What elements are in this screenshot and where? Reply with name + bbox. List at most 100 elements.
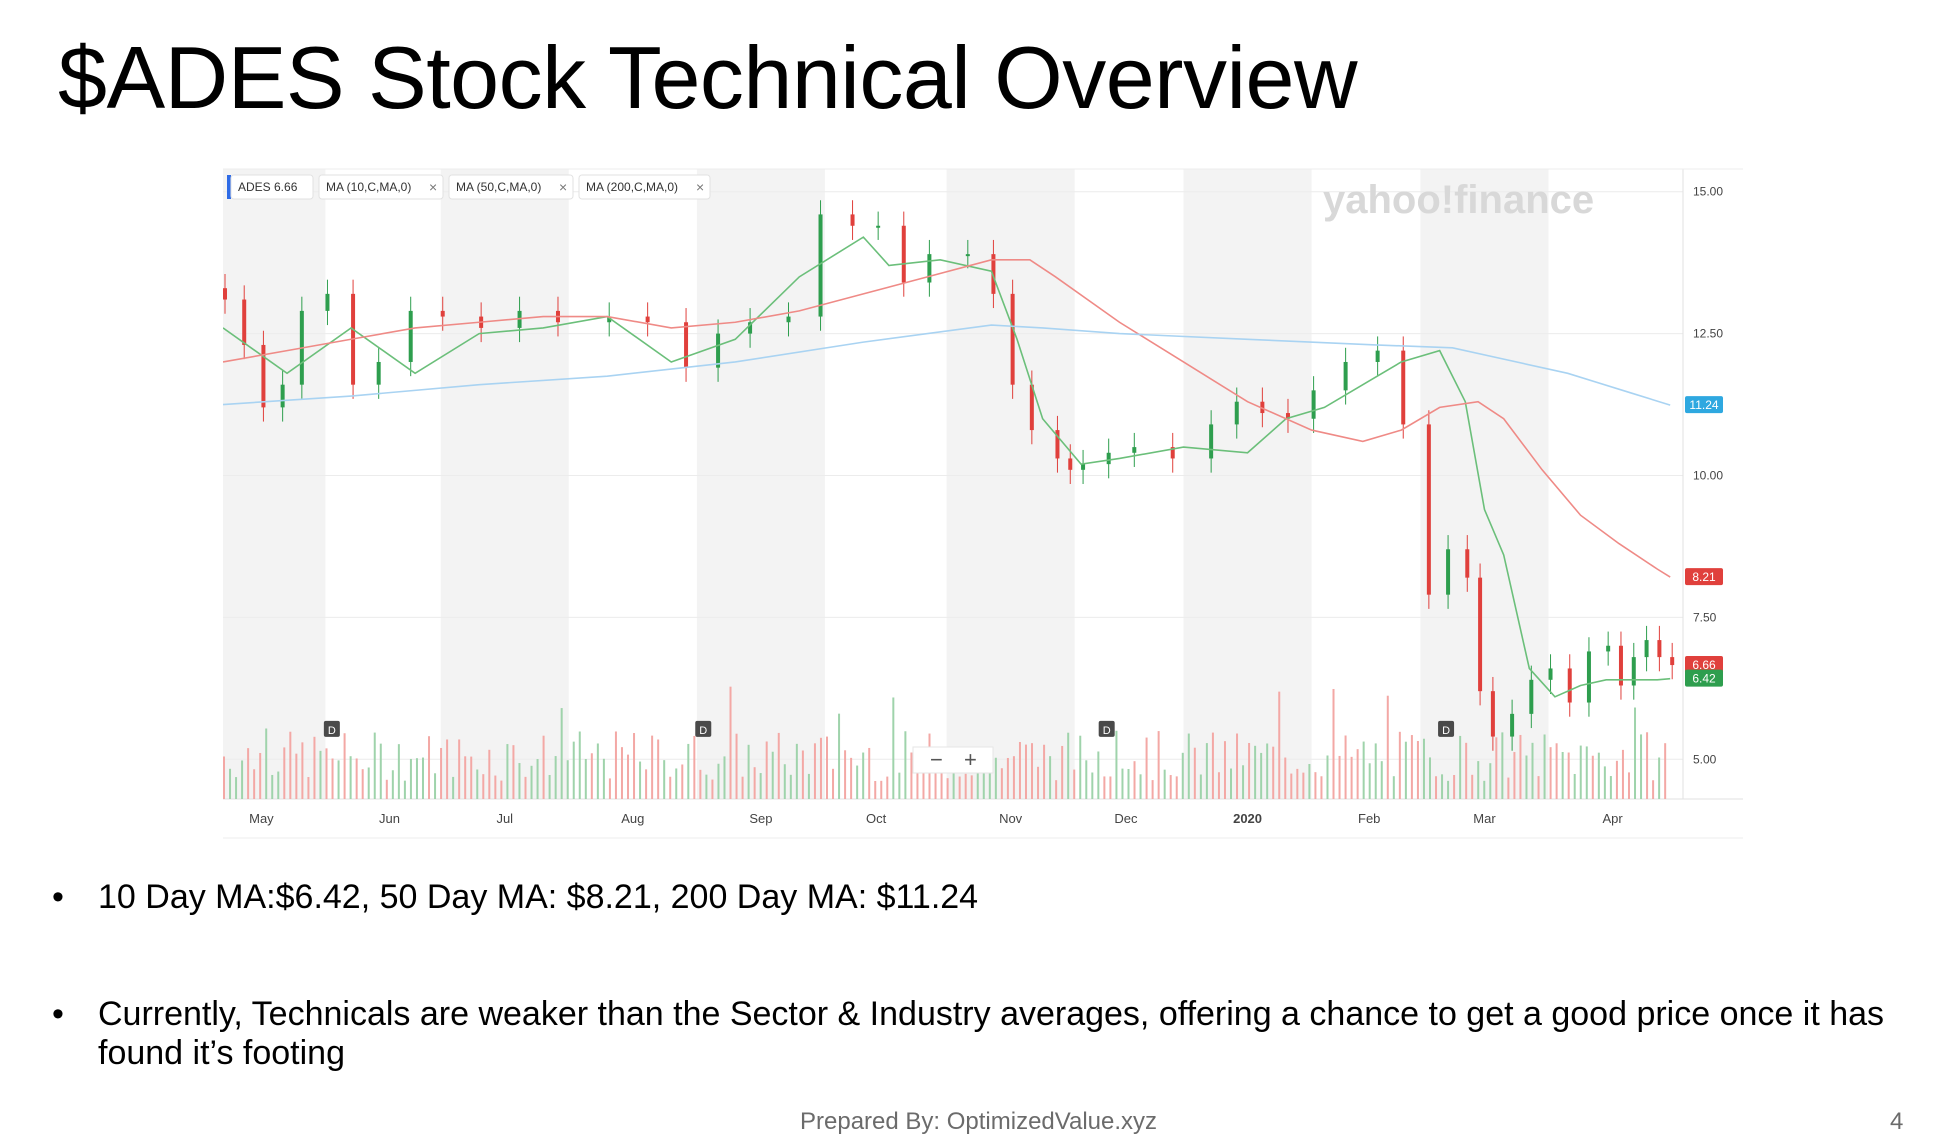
volume-bar (783, 764, 786, 799)
volume-bar (789, 774, 792, 799)
x-tick-label: Feb (1358, 811, 1380, 826)
candle-body (1548, 668, 1553, 680)
volume-bar (729, 686, 732, 799)
volume-bar (428, 736, 431, 799)
month-shade (696, 169, 825, 799)
volume-bar (271, 774, 274, 799)
volume-bar (1133, 761, 1136, 799)
volume-bar (1181, 752, 1184, 799)
volume-bar (850, 757, 853, 799)
volume-bar (1507, 777, 1510, 799)
candle-body (1567, 668, 1572, 703)
volume-bar (367, 767, 370, 799)
volume-bar (415, 758, 418, 799)
volume-bar (1380, 761, 1383, 799)
volume-bar (958, 776, 961, 799)
volume-bar (355, 758, 358, 799)
volume-bar (1031, 743, 1034, 799)
volume-bar (1254, 745, 1257, 799)
bullet-dot: • (52, 878, 64, 916)
volume-bar (241, 760, 244, 799)
volume-bar (1061, 745, 1064, 799)
candle-body (1606, 645, 1611, 652)
volume-bar (277, 771, 280, 799)
volume-bar (446, 739, 449, 799)
volume-bar (452, 776, 455, 799)
bullet-moving-averages: • 10 Day MA:$6.42, 50 Day MA: $8.21, 200… (52, 878, 1932, 917)
zoom-out-icon[interactable]: − (930, 747, 943, 772)
volume-bar (687, 743, 690, 799)
volume-bar (229, 768, 232, 799)
volume-bar (1223, 741, 1226, 799)
volume-bar (295, 753, 298, 799)
x-tick-label: Nov (999, 811, 1023, 826)
volume-bar (1555, 743, 1558, 799)
candle-body (1631, 657, 1636, 686)
volume-bar (608, 778, 611, 799)
legend-accent (227, 175, 231, 199)
volume-bar (560, 708, 563, 799)
volume-bar (753, 767, 756, 799)
volume-bar (482, 774, 485, 799)
volume-bar (759, 773, 762, 799)
candle-body (1209, 424, 1214, 459)
volume-bar (440, 747, 443, 799)
volume-bar (874, 780, 877, 799)
volume-bar (1525, 755, 1528, 799)
volume-bar (699, 769, 702, 799)
volume-bar (572, 741, 575, 799)
volume-bar (946, 778, 949, 799)
volume-bar (645, 769, 648, 799)
y-tick-label: 7.50 (1693, 610, 1717, 624)
volume-bar (325, 748, 328, 799)
close-icon[interactable]: × (696, 179, 704, 195)
price-tag-label: 8.21 (1692, 570, 1716, 584)
volume-bar (771, 751, 774, 799)
volume-bar (1109, 776, 1112, 799)
candle-body (991, 254, 996, 294)
candle-body (325, 293, 330, 311)
volume-bar (620, 747, 623, 799)
volume-bar (1326, 755, 1329, 799)
volume-bar (1211, 732, 1214, 799)
volume-bar (916, 765, 919, 799)
volume-bar (1338, 755, 1341, 799)
volume-bar (1356, 749, 1359, 799)
volume-bar (898, 772, 901, 799)
candle-body (1343, 361, 1348, 391)
x-tick-label: Mar (1473, 811, 1496, 826)
volume-bar (1024, 744, 1027, 799)
volume-bar (1453, 775, 1456, 799)
volume-bar (403, 780, 406, 799)
volume-bar (880, 780, 883, 799)
dividend-label: D (699, 725, 707, 737)
volume-bar (1368, 763, 1371, 799)
volume-bar (813, 743, 816, 799)
candle-body (1529, 679, 1534, 714)
close-icon[interactable]: × (559, 179, 567, 195)
volume-bar (976, 760, 979, 799)
slide-title: $ADES Stock Technical Overview (58, 28, 1358, 127)
volume-bar (1012, 756, 1015, 799)
month-shade (1183, 169, 1312, 799)
candle-body (280, 384, 285, 408)
volume-bar (862, 752, 865, 799)
legend-label: MA (50,C,MA,0) (456, 180, 541, 194)
volume-bar (1404, 741, 1407, 799)
volume-bar (982, 757, 985, 799)
candle-body (1132, 447, 1137, 453)
dividend-label: D (1103, 725, 1111, 737)
volume-bar (1362, 741, 1365, 799)
volume-bar (1067, 732, 1070, 799)
volume-bar (1121, 768, 1124, 799)
candle-body (1068, 458, 1073, 470)
zoom-in-icon[interactable]: + (964, 747, 977, 772)
dividend-marker (1098, 720, 1115, 737)
volume-bar (1477, 761, 1480, 799)
volume-bar (1549, 747, 1552, 799)
volume-bar (1242, 765, 1245, 799)
volume-bar (886, 776, 889, 799)
volume-bar (693, 735, 696, 799)
volume-bar (717, 763, 720, 799)
close-icon[interactable]: × (429, 179, 437, 195)
